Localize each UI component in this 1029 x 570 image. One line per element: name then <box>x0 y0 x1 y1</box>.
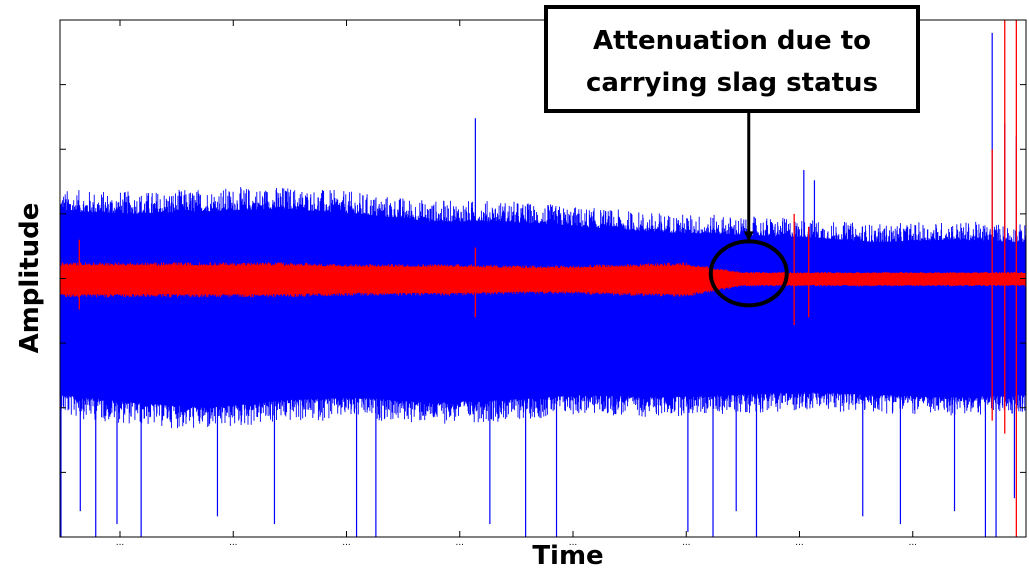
x-tick-label-2: ... <box>342 538 351 548</box>
annotation-layer: Attenuation due to carrying slag status <box>544 5 920 308</box>
annotation-box-0 <box>544 5 920 113</box>
x-tick-label-6: ... <box>795 538 804 548</box>
y-axis-label: Amplitude <box>15 203 45 354</box>
series-0-noise <box>60 187 1026 429</box>
x-tick-label-5: ... <box>682 538 691 548</box>
x-tick-label-7: ... <box>908 538 917 548</box>
x-tick-label-0: ... <box>116 538 125 548</box>
annotation-text-0-1: carrying slag status <box>586 68 878 98</box>
x-axis-label: Time <box>532 541 603 570</box>
x-tick-label-1: ... <box>229 538 238 548</box>
x-tick-label-3: ... <box>455 538 464 548</box>
series-1-noise <box>60 262 1026 298</box>
annotation-text-0-0: Attenuation due to <box>593 26 871 56</box>
annotation-arrowhead-0 <box>743 231 754 242</box>
x-tick-label-4: ... <box>569 538 578 548</box>
